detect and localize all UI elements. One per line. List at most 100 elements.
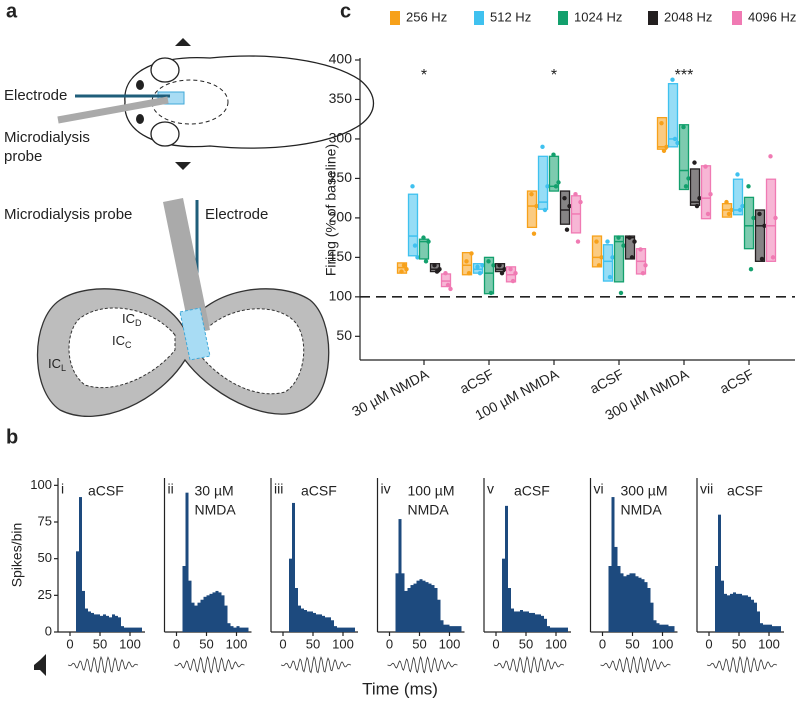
bar [727,595,730,632]
box [765,178,777,262]
bar [541,615,544,632]
bar [724,593,727,632]
bar [526,611,529,632]
panel-letter: c [340,0,351,22]
point [762,223,767,228]
box [526,190,538,229]
box [591,235,603,268]
bar [230,626,234,632]
bar [112,614,115,632]
point [683,184,689,189]
bar [340,627,343,632]
point [412,243,418,248]
bar [662,624,666,632]
box [537,155,549,210]
bar [82,590,85,632]
bar [91,612,94,632]
bar [629,573,633,632]
point [508,267,513,272]
point [773,215,778,221]
point [578,199,583,205]
panel-title: 30 µM [195,483,234,499]
bar [352,627,355,632]
bar [730,593,733,632]
x-tick-label: 50 [306,636,320,651]
y-tick-label: 300 [329,130,353,146]
bar [310,611,313,632]
bar [668,626,672,632]
bar [319,614,322,632]
y-tick-label: 75 [38,513,52,528]
point [488,290,494,296]
legend-label: 512 Hz [490,9,531,24]
panel-title: aCSF [514,483,550,499]
x-tick-label: 50 [732,636,746,651]
y-axis-label: Spikes/bin [9,523,25,588]
bar [718,514,721,632]
box [656,116,668,150]
bar [733,592,736,632]
point [551,152,556,157]
bar [109,617,112,632]
bar [331,620,334,632]
stimulus-waveform [706,655,778,674]
panel-title: aCSF [301,483,337,499]
label: Electrode [4,87,67,104]
bar [395,573,399,632]
bar [322,615,325,632]
point [692,160,697,165]
bar [641,579,645,632]
bar [508,588,511,632]
bar [292,502,295,632]
legend-swatch [732,11,742,25]
legend-swatch [558,11,568,25]
bar [185,492,189,632]
point [423,259,429,264]
point [399,269,404,274]
x-tick-label: 50 [519,636,533,651]
x-tick-label: 0 [492,636,499,651]
bar [97,614,100,632]
point [661,148,667,153]
point [469,251,474,256]
point [534,203,539,209]
x-tick-label: 100 [119,636,141,651]
bar [118,617,121,632]
bar [635,576,639,632]
bar [434,588,438,632]
stimulus-waveform [280,655,352,674]
point [502,267,507,272]
bar [614,546,618,632]
y-tick-label: 400 [329,51,353,67]
point [659,120,664,126]
bar [547,626,550,632]
legend-label: 2048 Hz [664,9,712,24]
y-tick-label: 250 [329,169,353,185]
bar [517,611,520,632]
bar [532,612,535,632]
bar [337,627,340,632]
bar [760,623,763,632]
bar [215,590,219,632]
bar [502,558,505,632]
point [540,144,545,150]
bar [437,599,441,632]
x-tick-label: 50 [412,636,426,651]
bar [328,617,331,632]
label: IC [112,333,125,348]
bar [191,602,195,632]
icc-region [196,308,305,395]
panel-letter: a [6,0,18,22]
legend-label: 256 Hz [406,9,447,24]
point [670,77,675,82]
panel-title: NMDA [195,502,237,518]
bar [188,580,192,632]
point [401,263,407,268]
label: Electrode [205,206,268,223]
bar [307,611,310,632]
panel-title: aCSF [727,483,763,499]
point [708,192,713,197]
point [605,239,610,244]
point [697,195,702,201]
stimulus-waveform [67,655,139,674]
